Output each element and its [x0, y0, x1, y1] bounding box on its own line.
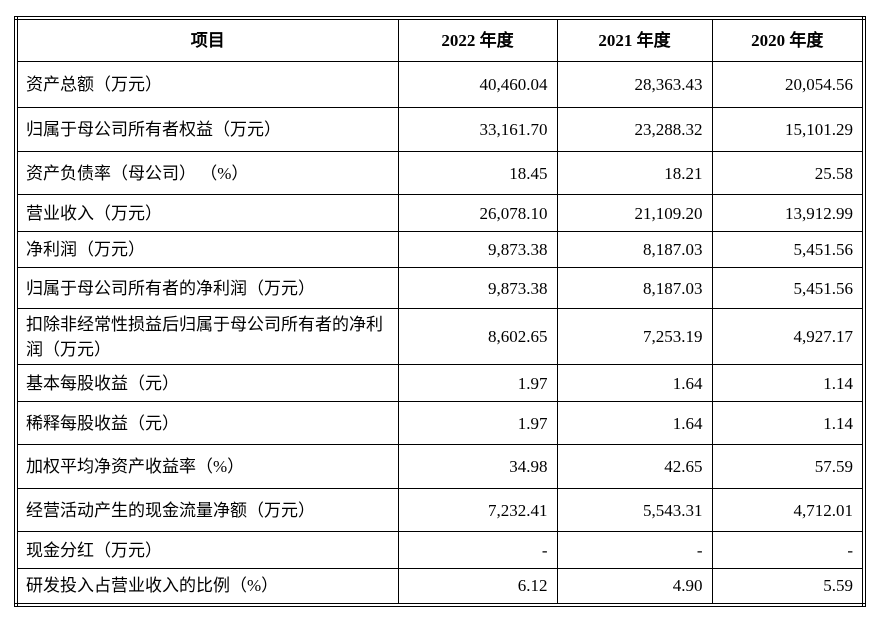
table-row: 净利润（万元） 9,873.38 8,187.03 5,451.56 — [15, 231, 865, 268]
header-year-2021: 2021 年度 — [556, 17, 713, 62]
value-2022: 9,873.38 — [397, 231, 558, 268]
header-year-2022: 2022 年度 — [397, 17, 558, 62]
value-2021: 18.21 — [556, 151, 713, 195]
row-label: 净利润（万元） — [15, 231, 399, 268]
value-2022: 33,161.70 — [397, 107, 558, 152]
table-row: 稀释每股收益（元） 1.97 1.64 1.14 — [15, 401, 865, 445]
row-label: 营业收入（万元） — [15, 194, 399, 232]
table-header: 项目 2022 年度 2021 年度 2020 年度 — [15, 17, 865, 62]
row-label: 资产负债率（母公司） （%） — [15, 151, 399, 195]
value-2021: 5,543.31 — [556, 488, 713, 532]
value-2021: 42.65 — [556, 444, 713, 489]
value-2020: 1.14 — [711, 364, 865, 402]
value-2020: 5,451.56 — [711, 267, 865, 309]
table-row: 经营活动产生的现金流量净额（万元） 7,232.41 5,543.31 4,71… — [15, 488, 865, 532]
value-2022: 1.97 — [397, 401, 558, 445]
value-2022: 1.97 — [397, 364, 558, 402]
value-2020: 25.58 — [711, 151, 865, 195]
row-label: 归属于母公司所有者权益（万元） — [15, 107, 399, 152]
table-row: 营业收入（万元） 26,078.10 21,109.20 13,912.99 — [15, 194, 865, 232]
table-row: 资产负债率（母公司） （%） 18.45 18.21 25.58 — [15, 151, 865, 195]
table-row: 加权平均净资产收益率（%） 34.98 42.65 57.59 — [15, 444, 865, 489]
value-2020: 13,912.99 — [711, 194, 865, 232]
value-2021: 23,288.32 — [556, 107, 713, 152]
header-year-2020: 2020 年度 — [711, 17, 865, 62]
value-2020: 1.14 — [711, 401, 865, 445]
table-row: 归属于母公司所有者权益（万元） 33,161.70 23,288.32 15,1… — [15, 107, 865, 152]
value-2020: - — [711, 531, 865, 569]
value-2022: 26,078.10 — [397, 194, 558, 232]
value-2020: 5,451.56 — [711, 231, 865, 268]
value-2021: 1.64 — [556, 364, 713, 402]
row-label: 经营活动产生的现金流量净额（万元） — [15, 488, 399, 532]
value-2022: 34.98 — [397, 444, 558, 489]
row-label: 扣除非经常性损益后归属于母公司所有者的净利润（万元） — [15, 308, 399, 365]
value-2021: 8,187.03 — [556, 267, 713, 309]
value-2022: 6.12 — [397, 568, 558, 605]
value-2021: 8,187.03 — [556, 231, 713, 268]
table-row: 归属于母公司所有者的净利润（万元） 9,873.38 8,187.03 5,45… — [15, 267, 865, 309]
value-2021: 21,109.20 — [556, 194, 713, 232]
table-row: 现金分红（万元） - - - — [15, 531, 865, 569]
row-label: 加权平均净资产收益率（%） — [15, 444, 399, 489]
table-row: 资产总额（万元） 40,460.04 28,363.43 20,054.56 — [15, 61, 865, 108]
value-2020: 5.59 — [711, 568, 865, 605]
row-label: 基本每股收益（元） — [15, 364, 399, 402]
header-item: 项目 — [15, 17, 399, 62]
value-2021: 4.90 — [556, 568, 713, 605]
value-2021: 28,363.43 — [556, 61, 713, 108]
value-2020: 57.59 — [711, 444, 865, 489]
header-row: 项目 2022 年度 2021 年度 2020 年度 — [15, 17, 865, 62]
row-label: 归属于母公司所有者的净利润（万元） — [15, 267, 399, 309]
value-2020: 4,712.01 — [711, 488, 865, 532]
row-label: 现金分红（万元） — [15, 531, 399, 569]
table-body: 资产总额（万元） 40,460.04 28,363.43 20,054.56 归… — [15, 61, 865, 605]
row-label: 研发投入占营业收入的比例（%） — [15, 568, 399, 605]
value-2021: 7,253.19 — [556, 308, 713, 365]
value-2022: - — [397, 531, 558, 569]
value-2022: 40,460.04 — [397, 61, 558, 108]
value-2022: 9,873.38 — [397, 267, 558, 309]
table-row: 基本每股收益（元） 1.97 1.64 1.14 — [15, 364, 865, 402]
value-2020: 4,927.17 — [711, 308, 865, 365]
value-2020: 20,054.56 — [711, 61, 865, 108]
financial-summary-table: 项目 2022 年度 2021 年度 2020 年度 资产总额（万元） 40,4… — [14, 16, 866, 607]
row-label: 资产总额（万元） — [15, 61, 399, 108]
value-2022: 18.45 — [397, 151, 558, 195]
key-financials-table: 项目 2022 年度 2021 年度 2020 年度 资产总额（万元） 40,4… — [14, 16, 866, 607]
table-row: 扣除非经常性损益后归属于母公司所有者的净利润（万元） 8,602.65 7,25… — [15, 308, 865, 365]
value-2021: 1.64 — [556, 401, 713, 445]
value-2022: 7,232.41 — [397, 488, 558, 532]
value-2021: - — [556, 531, 713, 569]
row-label: 稀释每股收益（元） — [15, 401, 399, 445]
value-2020: 15,101.29 — [711, 107, 865, 152]
table-row: 研发投入占营业收入的比例（%） 6.12 4.90 5.59 — [15, 568, 865, 605]
value-2022: 8,602.65 — [397, 308, 558, 365]
